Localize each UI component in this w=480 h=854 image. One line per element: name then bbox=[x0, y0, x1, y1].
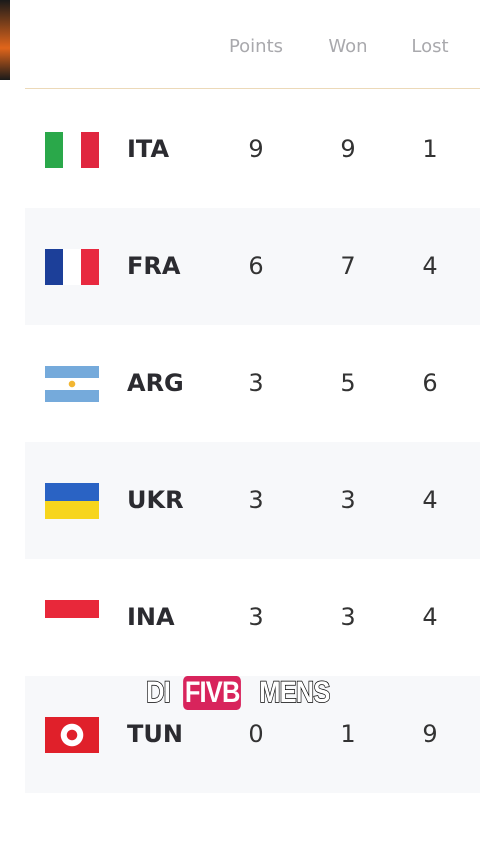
stat-cell: 9 bbox=[340, 134, 356, 163]
flag bbox=[45, 365, 99, 402]
header-rule bbox=[25, 88, 480, 89]
flag bbox=[45, 248, 99, 285]
table-row: INA 3 3 4 bbox=[25, 559, 480, 676]
country-code: UKR bbox=[127, 485, 184, 514]
header-cell: Points bbox=[228, 36, 284, 57]
stat-cell: 3 bbox=[340, 602, 356, 631]
flag bbox=[45, 131, 99, 168]
country-code: FRA bbox=[127, 251, 181, 280]
stat-cell: 4 bbox=[422, 485, 438, 514]
stat-cell: 7 bbox=[340, 251, 356, 280]
stat-cell: 3 bbox=[248, 602, 264, 631]
caption-word: DI bbox=[146, 675, 172, 710]
country-code: INA bbox=[127, 602, 175, 631]
stat-cell: 6 bbox=[248, 251, 264, 280]
flag bbox=[45, 716, 99, 753]
stat-cell: 0 bbox=[248, 719, 264, 748]
stat-cell: 9 bbox=[248, 134, 264, 163]
flag bbox=[45, 482, 99, 519]
edge-strip bbox=[0, 0, 10, 80]
header-cell: Lost bbox=[411, 36, 449, 57]
caption-word: FIVB bbox=[183, 676, 242, 710]
stat-cell: 6 bbox=[422, 368, 438, 397]
table-row: ITA 9 9 1 bbox=[25, 91, 480, 208]
table-row: ARG 3 5 6 bbox=[25, 325, 480, 442]
caption-word: MENS bbox=[258, 675, 330, 710]
table-row: UKR 3 3 4 bbox=[25, 442, 480, 559]
stat-cell: 9 bbox=[422, 719, 438, 748]
stat-cell: 1 bbox=[422, 134, 438, 163]
country-code: TUN bbox=[127, 719, 183, 748]
stat-cell: 3 bbox=[340, 485, 356, 514]
stat-cell: 3 bbox=[248, 485, 264, 514]
stat-cell: 3 bbox=[248, 368, 264, 397]
stat-cell: 4 bbox=[422, 602, 438, 631]
stat-cell: 4 bbox=[422, 251, 438, 280]
flag bbox=[45, 599, 99, 636]
stat-cell: 1 bbox=[340, 719, 356, 748]
country-code: ARG bbox=[127, 368, 184, 397]
table-row: TUN 0 1 9 bbox=[25, 676, 480, 793]
header-cell: Won bbox=[328, 36, 368, 57]
table-row: FRA 6 7 4 bbox=[25, 208, 480, 325]
stat-cell: 5 bbox=[340, 368, 356, 397]
country-code: ITA bbox=[127, 134, 170, 163]
caption: DI FIVB MENS bbox=[0, 675, 480, 710]
